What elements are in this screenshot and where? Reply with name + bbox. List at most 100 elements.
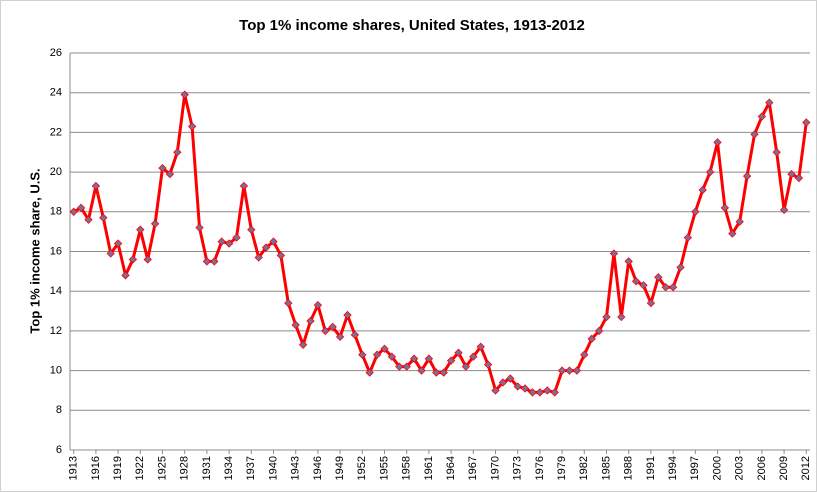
- data-point: [454, 348, 463, 357]
- data-point: [284, 298, 293, 308]
- x-tick-label: 1976: [534, 456, 546, 480]
- x-tick-label: 1955: [378, 456, 390, 480]
- data-point: [528, 388, 537, 397]
- x-tick-label: 1940: [267, 456, 279, 480]
- data-point: [247, 225, 256, 234]
- data-point: [772, 148, 781, 157]
- x-tick-label: 1925: [156, 456, 168, 480]
- data-point: [106, 249, 115, 258]
- data-point: [173, 148, 182, 157]
- x-tick-label: 1937: [245, 456, 257, 480]
- data-point: [513, 382, 522, 391]
- data-point: [742, 171, 752, 181]
- data-point: [113, 239, 123, 248]
- data-point: [121, 271, 130, 280]
- data-point: [313, 300, 323, 310]
- data-point: [676, 263, 685, 272]
- x-tick-label: 2000: [711, 456, 723, 480]
- y-tick-label: 8: [56, 404, 62, 416]
- data-point: [150, 219, 160, 228]
- data-point: [691, 207, 700, 216]
- data-point: [291, 320, 300, 330]
- x-tick-label: 1973: [512, 456, 524, 480]
- data-point: [483, 360, 493, 369]
- x-tick-label: 1922: [134, 456, 146, 480]
- data-point: [713, 138, 722, 147]
- data-point: [572, 366, 582, 375]
- y-tick-label: 24: [50, 87, 62, 99]
- x-tick-label: 1928: [179, 456, 191, 480]
- x-tick-label: 1952: [356, 456, 368, 480]
- x-tick-label: 1967: [467, 456, 479, 480]
- data-point: [639, 281, 648, 290]
- x-tick-label: 2003: [734, 456, 746, 480]
- data-point: [372, 350, 382, 359]
- data-point: [543, 386, 552, 395]
- x-tick-label: 1985: [600, 456, 612, 480]
- y-tick-label: 20: [50, 166, 62, 178]
- data-point: [84, 215, 93, 224]
- data-point: [550, 388, 559, 397]
- data-point: [506, 374, 515, 383]
- data-point: [306, 316, 315, 326]
- data-point: [602, 312, 611, 322]
- x-tick-label: 2012: [800, 456, 812, 480]
- data-point: [728, 229, 737, 238]
- data-point: [580, 350, 589, 359]
- data-point: [128, 255, 138, 264]
- data-point: [350, 330, 360, 340]
- data-point: [269, 237, 278, 246]
- x-tick-label: 2006: [756, 456, 768, 480]
- y-tick-label: 16: [50, 245, 62, 257]
- data-point: [335, 332, 345, 342]
- data-point: [254, 253, 263, 262]
- data-point: [387, 352, 397, 361]
- data-point: [432, 368, 441, 377]
- x-tick-label: 1994: [667, 456, 679, 480]
- x-tick-label: 1919: [112, 456, 124, 480]
- y-tick-label: 26: [50, 47, 62, 59]
- data-point: [757, 112, 767, 121]
- data-point: [654, 273, 663, 282]
- data-point: [195, 223, 204, 232]
- x-tick-label: 1913: [68, 456, 80, 480]
- data-point: [461, 362, 471, 371]
- data-point: [202, 257, 212, 266]
- data-point: [298, 340, 308, 349]
- data-point: [787, 169, 796, 179]
- data-point: [402, 362, 411, 371]
- data-point: [765, 98, 774, 107]
- x-tick-label: 1934: [223, 456, 235, 480]
- data-point: [631, 277, 641, 286]
- x-tick-label: 1946: [312, 456, 324, 480]
- data-point: [232, 233, 241, 242]
- data-point: [365, 368, 374, 377]
- data-point: [661, 283, 670, 292]
- y-tick-label: 10: [50, 365, 62, 377]
- data-point: [476, 342, 485, 351]
- data-point: [224, 239, 234, 248]
- x-tick-label: 2009: [778, 456, 790, 480]
- data-point: [165, 169, 175, 179]
- data-point: [565, 366, 574, 375]
- data-point: [491, 386, 500, 395]
- x-tick-label: 1970: [489, 456, 501, 480]
- data-point: [705, 167, 715, 177]
- data-point: [498, 378, 508, 387]
- data-point: [210, 257, 219, 266]
- x-tick-label: 1958: [401, 456, 413, 480]
- data-point: [409, 354, 419, 363]
- data-point: [720, 203, 730, 212]
- x-tick-label: 1964: [445, 456, 457, 480]
- data-point: [520, 384, 530, 393]
- data-point: [358, 350, 367, 359]
- x-tick-label: 1982: [578, 456, 590, 480]
- data-point: [380, 344, 389, 353]
- data-point: [187, 122, 197, 131]
- data-point: [646, 298, 656, 308]
- data-point: [239, 181, 249, 191]
- data-point: [343, 310, 352, 320]
- data-point: [69, 207, 78, 216]
- x-tick-label: 1988: [623, 456, 635, 480]
